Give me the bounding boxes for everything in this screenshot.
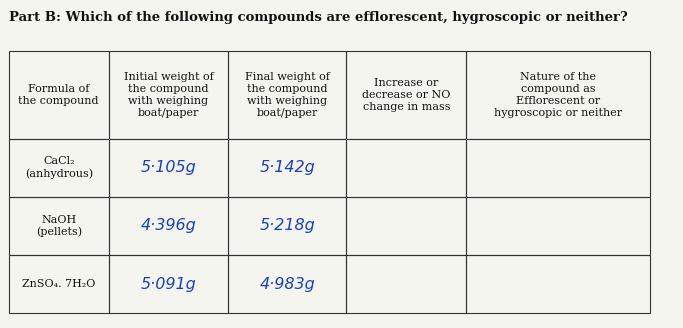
Bar xyxy=(466,139,650,197)
Bar xyxy=(9,255,109,313)
Text: Part B: Which of the following compounds are efflorescent, hygroscopic or neithe: Part B: Which of the following compounds… xyxy=(9,11,628,25)
Text: Final weight of
the compound
with weighing
boat/paper: Final weight of the compound with weighi… xyxy=(245,72,330,118)
Bar xyxy=(9,197,109,255)
Bar xyxy=(346,139,466,197)
Bar xyxy=(466,51,650,139)
Text: 5·091g: 5·091g xyxy=(141,277,197,292)
Text: Initial weight of
the compound
with weighing
boat/paper: Initial weight of the compound with weig… xyxy=(124,72,213,118)
Text: ZnSO₄. 7H₂O: ZnSO₄. 7H₂O xyxy=(22,279,96,289)
Bar xyxy=(109,255,229,313)
Text: Nature of the
compound as
Efflorescent or
hygroscopic or neither: Nature of the compound as Efflorescent o… xyxy=(494,72,622,118)
Text: 5·105g: 5·105g xyxy=(141,160,197,175)
Bar xyxy=(229,197,346,255)
Text: NaOH
(pellets): NaOH (pellets) xyxy=(36,215,82,237)
Bar xyxy=(466,255,650,313)
Text: Formula of
the compound: Formula of the compound xyxy=(18,84,99,106)
Bar xyxy=(346,255,466,313)
Bar xyxy=(109,139,229,197)
Text: Increase or
decrease or NO
change in mass: Increase or decrease or NO change in mas… xyxy=(362,78,451,112)
Bar xyxy=(9,51,109,139)
Bar xyxy=(229,51,346,139)
Bar xyxy=(229,139,346,197)
Bar xyxy=(346,197,466,255)
Bar xyxy=(9,139,109,197)
Bar xyxy=(466,197,650,255)
Bar xyxy=(109,51,229,139)
Text: 5·218g: 5·218g xyxy=(260,218,316,234)
Text: CaCl₂
(anhydrous): CaCl₂ (anhydrous) xyxy=(25,156,93,179)
Text: 4·396g: 4·396g xyxy=(141,218,197,234)
Bar xyxy=(229,255,346,313)
Bar xyxy=(346,51,466,139)
Bar xyxy=(109,197,229,255)
Text: 5·142g: 5·142g xyxy=(260,160,316,175)
Text: 4·983g: 4·983g xyxy=(260,277,316,292)
